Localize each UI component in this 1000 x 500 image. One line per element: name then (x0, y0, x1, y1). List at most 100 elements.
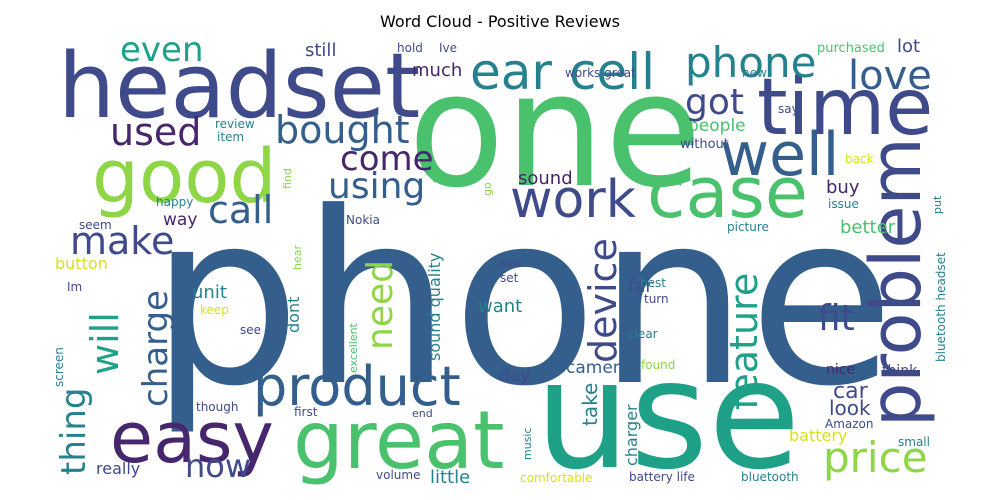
word-well: well (720, 120, 839, 190)
word-small: small (898, 435, 930, 449)
word-feature: feature (722, 273, 766, 410)
word-bluetooth: bluetooth (741, 470, 799, 484)
word-call: call (208, 188, 273, 232)
word-day: day (499, 366, 530, 386)
word-product: product (253, 355, 461, 418)
word-bluetooth-headset: bluetooth headset (934, 252, 948, 362)
word-one: one (408, 39, 702, 223)
word-clear: clear (628, 327, 658, 341)
word-hear: hear (291, 245, 304, 270)
word-ear: ear (470, 43, 552, 101)
word-lot: lot (897, 36, 920, 57)
word-amazon: Amazon (825, 417, 874, 431)
word-make: make (70, 219, 174, 263)
word-able: able (499, 257, 523, 270)
word-love: love (848, 53, 932, 99)
word-hold: hold (397, 41, 423, 55)
word-will: will (83, 312, 127, 375)
word-work: work (510, 170, 636, 230)
word-buy: buy (826, 177, 860, 198)
word-though: though (196, 400, 238, 414)
word-time: time (757, 63, 933, 153)
word-camera: camera (566, 358, 630, 378)
word-device: device (581, 238, 625, 363)
word-car: car (833, 379, 869, 404)
word-charge: charge (136, 290, 176, 407)
word-cell: cell (569, 43, 655, 101)
word-way: way (163, 210, 197, 230)
word-got: got (685, 82, 744, 123)
word-fit: fit (818, 298, 855, 339)
word-issue: issue (828, 197, 859, 211)
word-review: review (215, 117, 255, 131)
word-excellent: excellent (347, 322, 360, 373)
word-want: want (478, 296, 522, 317)
word-sound-quality: sound quality (425, 253, 444, 361)
word-find: find (281, 168, 294, 189)
word-see: see (240, 323, 261, 337)
word-turn: turn (644, 292, 669, 306)
word-without: without (680, 137, 729, 152)
word-item: item (217, 130, 244, 144)
word-works-great: works great (565, 66, 636, 80)
word-battery-life: battery life (629, 470, 695, 484)
word-seem: seem (79, 218, 112, 232)
word-end: end (412, 407, 433, 420)
word-unit: unit (192, 282, 227, 303)
word-think: think (882, 363, 918, 379)
word-good: good (92, 134, 277, 220)
word-screen: screen (52, 347, 66, 387)
word-case: case (647, 152, 808, 234)
word-phone: phone (150, 162, 895, 439)
chart-title: Word Cloud - Positive Reviews (379, 12, 621, 31)
word-dont: dont (284, 297, 303, 333)
word-first: first (294, 405, 318, 419)
word-set: set (500, 271, 519, 285)
word-best: best (640, 276, 666, 290)
word-two: two (432, 172, 452, 185)
word-battery: battery (789, 426, 847, 445)
word-far: far (628, 276, 653, 297)
word-great: great (293, 394, 505, 487)
word-people: people (688, 116, 746, 136)
word-go: go (481, 182, 494, 196)
word-used: used (110, 110, 201, 154)
word-take: take (578, 383, 602, 426)
word-music: music (521, 427, 534, 460)
word-even: even (120, 30, 204, 70)
word-charger: charger (622, 404, 641, 466)
word-sound: sound (518, 168, 573, 189)
word-im: Im (67, 280, 82, 294)
word-price: price (823, 433, 928, 482)
word-easy: easy (110, 397, 274, 479)
word-now: now (185, 447, 251, 485)
word-new: new (742, 66, 767, 80)
word-volume: volume (376, 468, 420, 482)
word-found: found (641, 358, 675, 372)
word-use: use (535, 329, 801, 500)
word-back: back (845, 152, 874, 166)
word-still: still (305, 40, 336, 61)
word-purchased: purchased (817, 41, 885, 56)
word-nokia: Nokia (346, 213, 380, 227)
word-much: much (412, 60, 462, 81)
word-come: come (340, 139, 434, 179)
word-happy: happy (156, 195, 193, 209)
word-thing: thing (54, 388, 94, 475)
word-phone: phone (685, 38, 816, 87)
word-little: little (430, 467, 470, 488)
word-picture: picture (727, 220, 769, 234)
word-using: using (328, 166, 425, 207)
word-better: better (840, 217, 896, 238)
word-say: say (778, 102, 799, 116)
word-comfortable: comfortable (520, 471, 593, 485)
word-really: really (96, 459, 140, 478)
word-look: look (829, 396, 871, 420)
word-ive: Ive (439, 41, 457, 55)
word-need: need (360, 260, 401, 350)
word-problem: problem (855, 137, 937, 427)
word-nice: nice (826, 362, 855, 378)
word-bought: bought (275, 108, 410, 152)
word-button: button (55, 254, 108, 273)
